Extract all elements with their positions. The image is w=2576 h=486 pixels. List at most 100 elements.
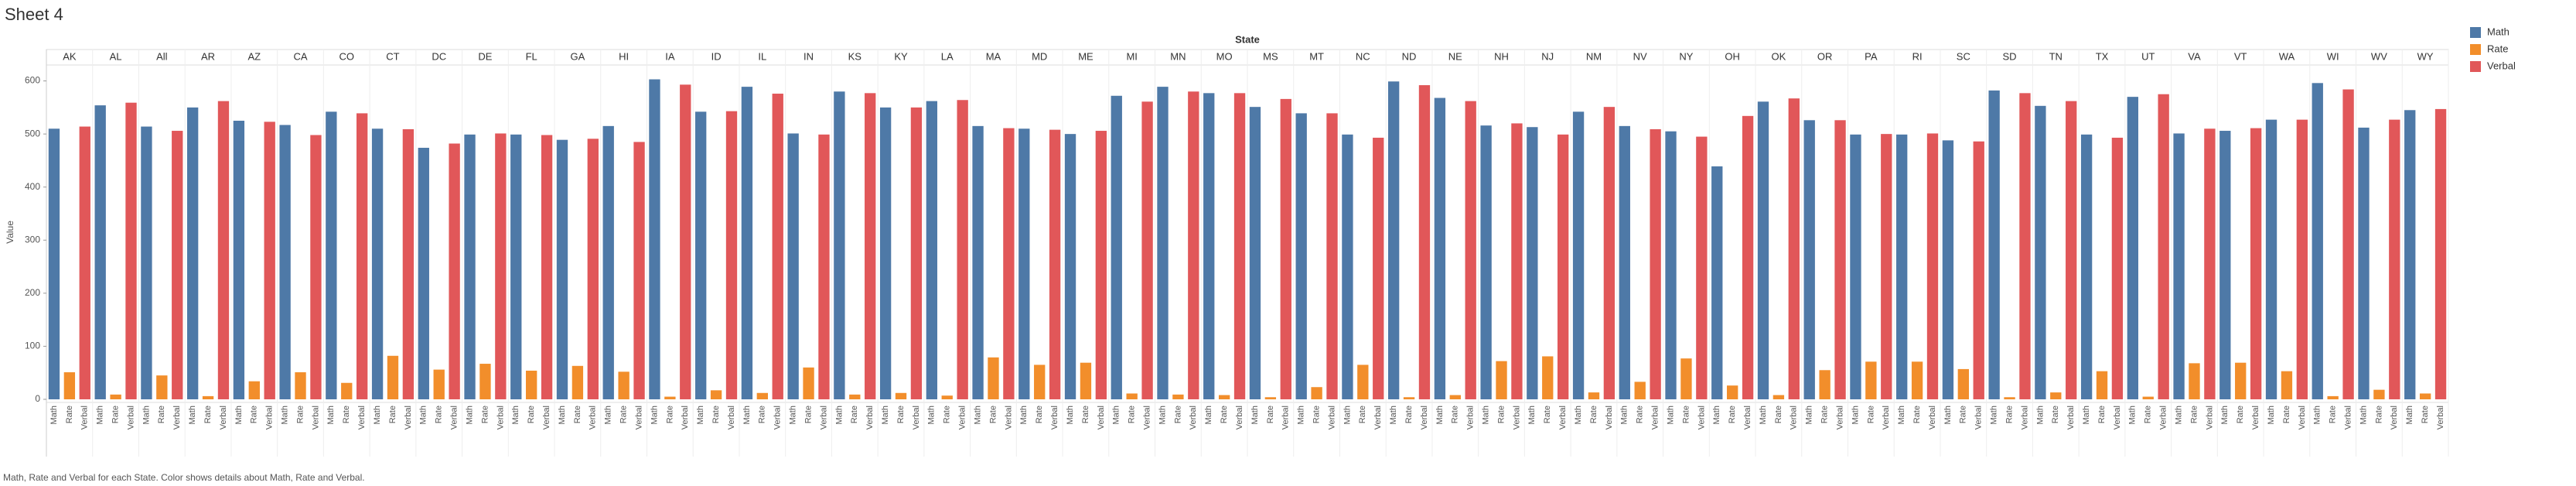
bar xyxy=(156,375,168,399)
bar xyxy=(63,372,76,399)
bar xyxy=(1080,362,1092,399)
bar xyxy=(680,84,691,399)
bar xyxy=(2050,392,2062,399)
x-tick-label: Math xyxy=(2405,406,2414,424)
bar xyxy=(1434,98,1446,399)
x-tick-label: Rate xyxy=(1728,406,1737,423)
bar xyxy=(1249,107,1261,399)
bar xyxy=(1757,101,1769,400)
y-tick-label: 500 xyxy=(25,128,40,139)
state-label: MN xyxy=(1170,50,1186,62)
bar xyxy=(2111,137,2124,399)
bar xyxy=(433,369,445,399)
x-tick-label: Rate xyxy=(573,406,582,423)
x-tick-label: Verbal xyxy=(126,406,135,430)
x-tick-label: Rate xyxy=(1866,406,1875,423)
x-tick-label: Verbal xyxy=(450,406,459,430)
x-tick-label: Verbal xyxy=(2390,406,2399,430)
x-tick-label: Verbal xyxy=(1189,406,1198,430)
bar xyxy=(172,131,183,399)
x-tick-label: Verbal xyxy=(1974,406,1984,430)
state-label: MI xyxy=(1126,50,1137,62)
x-tick-label: Math xyxy=(1019,406,1029,424)
bar xyxy=(1034,364,1046,399)
bar xyxy=(1572,111,1585,400)
state-label: AK xyxy=(63,50,77,62)
x-tick-label: Verbal xyxy=(865,406,875,430)
x-tick-label: Verbal xyxy=(1142,406,1152,430)
x-tick-label: Verbal xyxy=(1004,406,1013,430)
x-tick-label: Math xyxy=(2174,406,2183,424)
bar xyxy=(2312,83,2323,400)
bar xyxy=(618,371,629,399)
x-tick-label: Math xyxy=(2220,406,2230,424)
x-tick-label: Rate xyxy=(295,406,305,423)
x-tick-label: Math xyxy=(1066,406,1075,424)
x-tick-label: Verbal xyxy=(357,406,367,430)
x-tick-label: Verbal xyxy=(1466,406,1476,430)
x-tick-label: Rate xyxy=(1081,406,1090,423)
bar xyxy=(1295,113,1307,399)
bar xyxy=(326,111,337,400)
x-tick-label: Math xyxy=(742,406,752,424)
state-label: NJ xyxy=(1541,50,1554,62)
y-tick-label: 400 xyxy=(25,181,40,192)
state-label: PA xyxy=(1865,50,1878,62)
x-tick-label: Rate xyxy=(527,406,536,423)
y-tick-label: 300 xyxy=(25,234,40,245)
legend-label: Rate xyxy=(2487,43,2508,54)
bar xyxy=(1218,395,1230,399)
bar xyxy=(2173,133,2185,399)
x-tick-label: Verbal xyxy=(2113,406,2122,430)
state-label: MS xyxy=(1263,50,1278,62)
x-tick-label: Math xyxy=(2082,406,2091,424)
bar xyxy=(1403,397,1415,399)
bar xyxy=(1911,361,1923,399)
bar xyxy=(1650,128,1661,399)
state-label: VT xyxy=(2234,50,2247,62)
x-tick-label: Math xyxy=(1712,406,1721,424)
bar xyxy=(79,126,90,400)
x-tick-label: Math xyxy=(1112,406,1121,424)
bar xyxy=(418,147,429,399)
bar xyxy=(1957,368,1969,399)
y-tick-label: 0 xyxy=(35,393,40,404)
state-label: ND xyxy=(1402,50,1417,62)
bar xyxy=(1742,115,1754,400)
bar xyxy=(1865,361,1877,399)
x-tick-label: Rate xyxy=(804,406,813,423)
x-tick-label: Rate xyxy=(1820,406,1830,423)
bar xyxy=(541,135,553,399)
bar xyxy=(664,396,676,399)
state-label: SC xyxy=(1957,50,1970,62)
y-tick-label: 100 xyxy=(25,341,40,351)
x-tick-label: Math xyxy=(650,406,659,424)
state-label: CO xyxy=(339,50,355,62)
x-tick-label: Math xyxy=(188,406,197,424)
bar xyxy=(1834,120,1846,400)
bar xyxy=(2204,128,2216,400)
bar xyxy=(310,135,322,399)
caption: Math, Rate and Verbal for each State. Co… xyxy=(3,472,365,483)
x-tick-label: Verbal xyxy=(2020,406,2029,430)
bar xyxy=(1064,134,1076,399)
x-tick-label: Math xyxy=(2359,406,2368,424)
bar xyxy=(2096,371,2108,399)
x-tick-label: Rate xyxy=(2097,406,2107,423)
x-tick-label: Rate xyxy=(203,406,213,423)
state-label: KY xyxy=(894,50,908,62)
bar xyxy=(371,128,384,400)
bar xyxy=(941,395,953,399)
x-tick-label: Verbal xyxy=(773,406,783,430)
state-label: NY xyxy=(1679,50,1693,62)
state-label: CA xyxy=(293,50,307,62)
x-tick-label: Math xyxy=(96,406,105,424)
state-label: AZ xyxy=(247,50,261,62)
state-label: WA xyxy=(2279,50,2295,62)
bar xyxy=(756,392,768,399)
x-tick-label: Verbal xyxy=(727,406,736,430)
bar xyxy=(772,94,783,400)
bar xyxy=(1357,364,1369,399)
x-tick-label: Math xyxy=(2128,406,2138,424)
x-tick-label: Rate xyxy=(1266,406,1275,423)
